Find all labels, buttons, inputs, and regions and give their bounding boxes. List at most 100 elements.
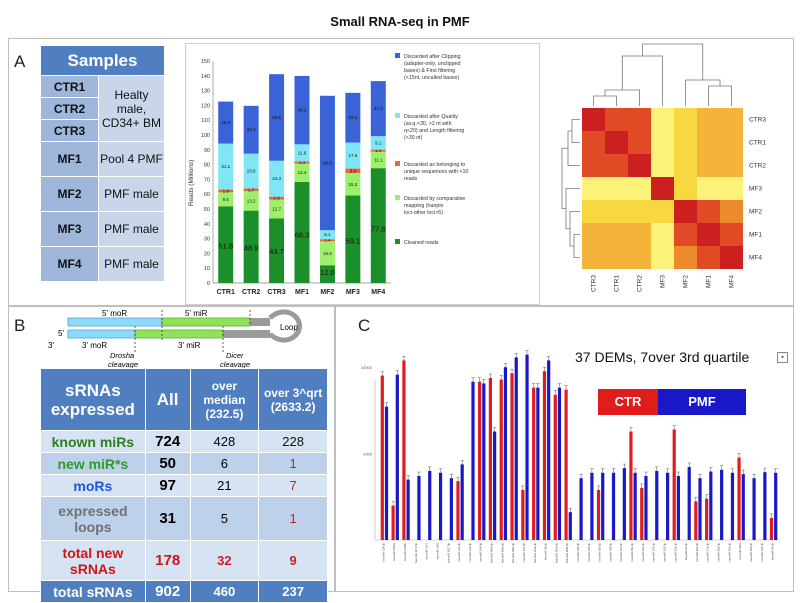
segment-label: 9.5 (223, 197, 230, 202)
segment-label: 1.8 (223, 188, 230, 193)
dem-x-tick-label: hsa-miR-143-3p (457, 542, 461, 561)
heatmap-cell (605, 200, 628, 223)
dem-bar (493, 431, 497, 540)
y-tick-label: 10 (204, 266, 210, 272)
x-tick-label: MF3 (346, 289, 360, 296)
y-tick-label: 70 (204, 177, 210, 183)
header-all: All (144, 368, 191, 431)
dendrogram-branch (685, 79, 721, 106)
sample-id: MF4 (40, 246, 99, 282)
dem-bar (769, 517, 774, 540)
row-all: 50 (144, 452, 191, 475)
dem-x-tick-label: hsa-miR-223-3p (662, 542, 666, 561)
stacked-bar-segment (319, 230, 335, 240)
legend-icon: ▪ (777, 352, 788, 363)
panel-b-label: B (14, 316, 26, 335)
dem-x-tick-label: hsa-miR-128-3p (381, 542, 385, 561)
dem-bar (709, 471, 713, 540)
stacked-bar-segment (370, 81, 386, 137)
dendrogram-branch (604, 89, 640, 106)
heatmap-cell (720, 108, 743, 131)
x-tick-label: MF4 (371, 289, 385, 296)
header-srnas: sRNAs expressed (40, 368, 146, 431)
dem-x-tick-label: hsa-miR-93-5p (771, 542, 775, 560)
y-tick-label: 110 (201, 118, 210, 124)
heatmap-cell (582, 200, 605, 223)
dem-bar (752, 478, 756, 540)
heatmap-cell (582, 223, 605, 246)
stacked-bar-segment (345, 195, 361, 283)
dem-bar (542, 371, 547, 540)
footer-all: 902 (144, 580, 191, 603)
heatmap-row-label: CTR2 (749, 163, 766, 170)
heatmap-col-label: CTR1 (614, 275, 621, 292)
row-q3: 9 (258, 540, 328, 581)
stacked-bar-segment (345, 168, 361, 174)
heatmap-cell (582, 177, 605, 200)
heatmap-cell (720, 223, 743, 246)
stacked-bar-segment (370, 151, 386, 169)
sample-id: MF1 (40, 141, 99, 177)
x-tick-label: CTR2 (242, 289, 260, 296)
row-q3: 1 (258, 452, 328, 475)
dem-y-tick: 10000 (361, 365, 373, 370)
dem-bar (590, 472, 594, 540)
stacked-bar-segment (294, 161, 310, 164)
sample-id: MF2 (40, 176, 99, 212)
x-tick-label: MF1 (295, 289, 309, 296)
samples-table: Samples CTR1 Healty male, CD34+ BM CTR2 … (40, 45, 165, 282)
dem-bar (460, 464, 464, 540)
correlation-heatmap: CTR3 CTR1 CTR2 MF3 MF2 MF1 MF4 CTR3 CTR1 CTR2 MF3 M… (561, 43, 766, 292)
dem-bar (482, 383, 486, 540)
heatmap-cell (674, 200, 697, 223)
dem-bar-chart: 10000 1000 hsa-miR-128-3p hsa-miR-1260a hsa-… (361, 350, 780, 563)
dem-bar (478, 381, 482, 540)
row-median: 6 (189, 452, 260, 475)
heatmap-row-label: MF4 (749, 255, 762, 262)
dem-bar (763, 472, 767, 540)
dem-bar (417, 476, 421, 540)
x-tick-label: CTR3 (267, 289, 285, 296)
label-3-mor: 3' moR (82, 341, 107, 350)
sample-desc: PMF male (98, 246, 165, 282)
sample-desc: Pool 4 PMF (98, 141, 165, 177)
heatmap-cell (674, 223, 697, 246)
dem-x-tick-label: hsa-miR-183-5p (587, 542, 591, 561)
dem-x-tick-label: hsa-miR-30d-5p (727, 542, 731, 561)
dem-bar (655, 470, 659, 540)
dem-x-tick-label: hsa-miR-342-3p (760, 542, 764, 561)
heatmap-cell (720, 246, 743, 269)
stacked-bar-segment (243, 210, 259, 283)
row-median: 32 (189, 540, 260, 581)
srna-table: sRNAs expressed All over median (232.5) … (40, 368, 328, 603)
y-tick-label: 30 (204, 237, 210, 243)
y-tick-label: 100 (201, 133, 210, 139)
dendrogram-branch (569, 211, 580, 247)
heatmap-cell (605, 246, 628, 269)
heatmap-cell (582, 246, 605, 269)
dem-bar (601, 472, 605, 540)
heatmap-cell (628, 246, 651, 269)
footer-median: 460 (189, 580, 260, 603)
segment-label: 12.7 (272, 206, 281, 211)
stacked-bar-segment (218, 192, 234, 207)
heatmap-cell (674, 131, 697, 154)
label-3-mir: 3' miR (178, 341, 201, 350)
dem-x-tick-label: hsa-miR-181b-5p (565, 542, 569, 563)
legend-ctr: CTR (598, 389, 658, 415)
label-3-prime: 3' (48, 341, 54, 350)
label-5-prime: 5' (58, 329, 64, 338)
x-tick-label: MF2 (320, 289, 334, 296)
dem-x-tick-label: hsa-miR-339-5p (749, 542, 753, 561)
dendrogram-branch (567, 130, 580, 166)
legend-swatch (395, 239, 400, 244)
dem-bar (687, 466, 691, 540)
segment-label: 1.4 (299, 160, 306, 165)
table-footer-row: total sRNAs 902 460 237 (40, 580, 328, 603)
dem-x-tick-label: hsa-miR-26a-5p (695, 542, 699, 561)
row-median: 428 (189, 430, 260, 453)
dem-x-tick-label: hsa-miR-23a-3p (673, 542, 677, 561)
legend-swatch (395, 53, 400, 58)
dem-bar (521, 489, 525, 540)
dem-x-tick-label: hsa-miR-25-3p (684, 542, 688, 560)
